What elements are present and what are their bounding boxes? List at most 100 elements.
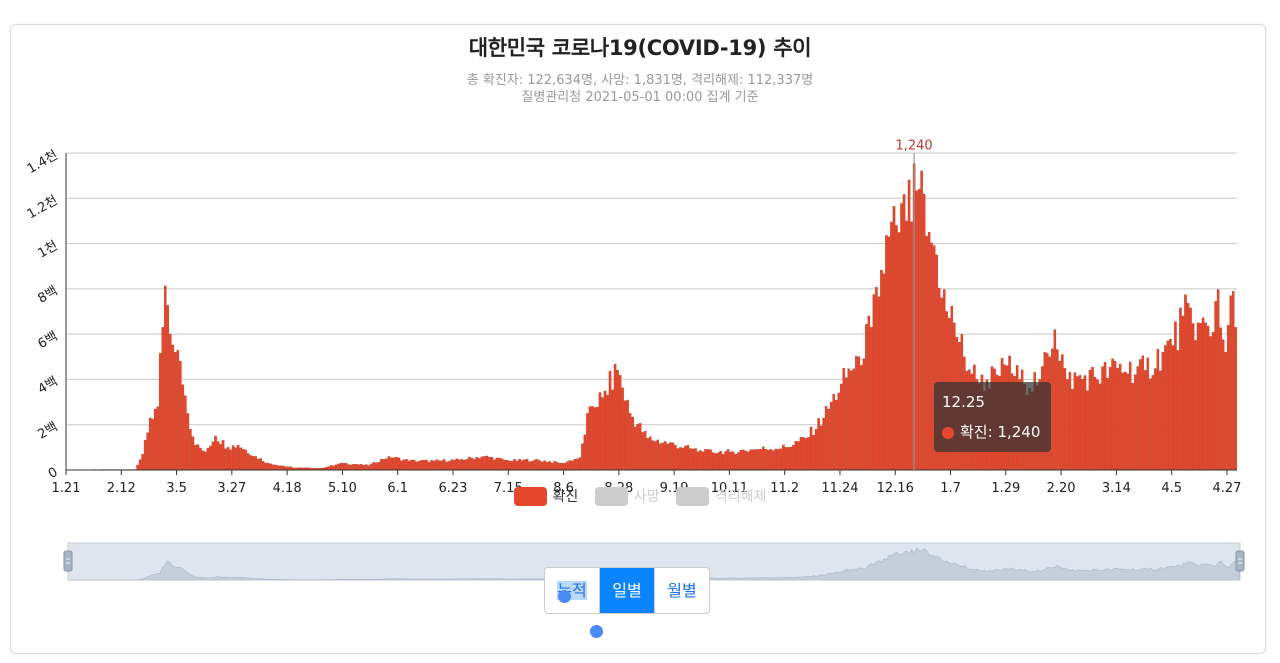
bar[interactable] xyxy=(344,463,348,471)
bar[interactable] xyxy=(1164,345,1167,471)
bar[interactable] xyxy=(535,459,539,471)
bar[interactable] xyxy=(578,457,582,471)
bar[interactable] xyxy=(447,461,451,471)
bar[interactable] xyxy=(1078,375,1082,471)
bar[interactable] xyxy=(852,368,856,471)
bar[interactable] xyxy=(166,305,170,471)
bar[interactable] xyxy=(734,453,737,471)
bar[interactable] xyxy=(558,463,562,471)
bar[interactable] xyxy=(897,232,901,471)
bar[interactable] xyxy=(822,417,825,471)
bar[interactable] xyxy=(1081,379,1084,471)
bar[interactable] xyxy=(573,458,577,471)
bar[interactable] xyxy=(807,437,810,471)
daily-button[interactable]: 일별 xyxy=(600,568,655,613)
bar[interactable] xyxy=(1056,349,1059,471)
bar[interactable] xyxy=(596,406,599,471)
bar[interactable] xyxy=(809,426,813,471)
bar[interactable] xyxy=(623,400,627,471)
bar[interactable] xyxy=(209,445,212,471)
bar[interactable] xyxy=(757,449,760,471)
bar[interactable] xyxy=(1106,378,1109,471)
bar[interactable] xyxy=(598,392,602,471)
bar[interactable] xyxy=(1171,345,1175,471)
bar[interactable] xyxy=(684,445,687,471)
bar[interactable] xyxy=(603,390,607,471)
bar[interactable] xyxy=(1211,332,1215,471)
bar[interactable] xyxy=(1219,327,1222,471)
bar[interactable] xyxy=(169,333,172,471)
bar[interactable] xyxy=(226,447,230,471)
bar[interactable] xyxy=(219,444,222,471)
bar[interactable] xyxy=(1209,336,1212,471)
bar[interactable] xyxy=(510,461,514,471)
bar[interactable] xyxy=(206,447,210,471)
text-selection-handle-start[interactable] xyxy=(558,590,571,603)
bar[interactable] xyxy=(681,447,685,471)
bar[interactable] xyxy=(689,448,692,471)
bar[interactable] xyxy=(729,451,732,471)
bar[interactable] xyxy=(473,459,476,471)
bar[interactable] xyxy=(1226,325,1230,471)
bar[interactable] xyxy=(721,454,725,471)
bar[interactable] xyxy=(882,273,886,471)
bar[interactable] xyxy=(817,418,820,471)
bar[interactable] xyxy=(151,418,154,471)
bar[interactable] xyxy=(915,190,918,471)
bar[interactable] xyxy=(538,460,541,471)
bar[interactable] xyxy=(430,460,433,471)
bar[interactable] xyxy=(802,437,805,471)
bar[interactable] xyxy=(1076,376,1079,471)
bar[interactable] xyxy=(367,465,371,471)
bar[interactable] xyxy=(621,387,624,471)
bar[interactable] xyxy=(382,459,386,471)
bar[interactable] xyxy=(410,459,413,471)
bar[interactable] xyxy=(405,459,408,471)
bar[interactable] xyxy=(415,461,418,471)
bar[interactable] xyxy=(452,459,456,471)
bar[interactable] xyxy=(651,440,655,471)
bar[interactable] xyxy=(148,417,152,471)
bar[interactable] xyxy=(576,458,579,471)
bar[interactable] xyxy=(465,459,469,471)
bar[interactable] xyxy=(251,456,255,471)
bar[interactable] xyxy=(1176,350,1180,471)
bar[interactable] xyxy=(437,460,441,471)
bar[interactable] xyxy=(435,459,438,471)
bar[interactable] xyxy=(920,170,923,471)
bar[interactable] xyxy=(1141,355,1145,471)
bar[interactable] xyxy=(402,459,406,471)
bar[interactable] xyxy=(591,406,594,471)
bar[interactable] xyxy=(1138,359,1142,471)
bar[interactable] xyxy=(259,458,263,471)
bar[interactable] xyxy=(548,461,551,471)
bar[interactable] xyxy=(141,453,144,471)
bar[interactable] xyxy=(679,447,682,471)
bar[interactable] xyxy=(641,432,644,471)
bar[interactable] xyxy=(412,459,416,471)
bar[interactable] xyxy=(1216,289,1220,471)
bar[interactable] xyxy=(191,436,195,471)
bar[interactable] xyxy=(354,464,358,471)
bar[interactable] xyxy=(691,448,695,471)
bar[interactable] xyxy=(1174,321,1177,471)
legend-item-confirmed[interactable]: 확진 xyxy=(513,486,578,506)
bar[interactable] xyxy=(229,449,232,471)
bar[interactable] xyxy=(407,460,411,471)
bar[interactable] xyxy=(767,449,770,471)
bar[interactable] xyxy=(719,451,722,471)
bar[interactable] xyxy=(184,395,187,471)
bar[interactable] xyxy=(892,206,896,471)
text-selection-handle-end[interactable] xyxy=(590,625,603,638)
bar[interactable] xyxy=(1184,294,1187,471)
bar[interactable] xyxy=(528,461,531,471)
bar[interactable] xyxy=(711,452,715,471)
bar[interactable] xyxy=(865,324,868,471)
bar[interactable] xyxy=(709,449,712,471)
bar[interactable] xyxy=(686,445,690,471)
cumulative-button[interactable]: 누적 xyxy=(545,568,600,613)
bar[interactable] xyxy=(777,449,780,471)
bar[interactable] xyxy=(1101,366,1104,471)
bar[interactable] xyxy=(365,464,368,471)
bar[interactable] xyxy=(543,460,546,471)
